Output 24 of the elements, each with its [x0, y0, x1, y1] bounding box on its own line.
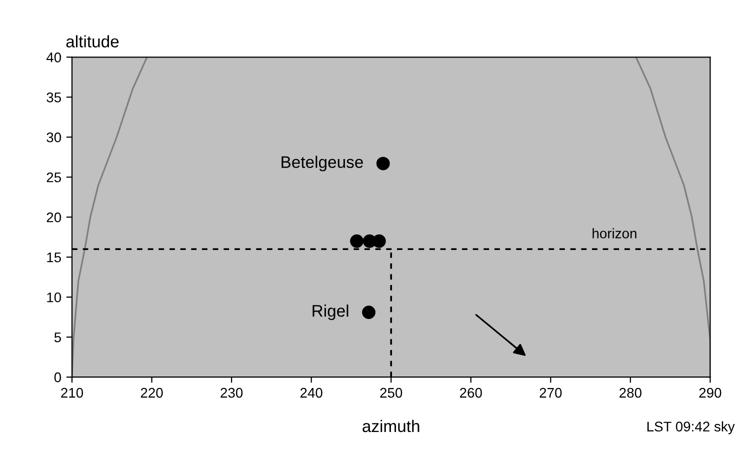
- annotation: Betelgeuse: [282, 156, 363, 172]
- x-tick-label: 230: [220, 388, 243, 398]
- text: LST 09:42 sky: [647, 421, 735, 434]
- ref-line-label: horizon: [592, 228, 636, 238]
- y-tick-label: 30: [46, 132, 62, 142]
- x-tick-label: 240: [300, 388, 322, 398]
- y-tick-label: 5: [54, 332, 61, 342]
- x-tick-label: 250: [380, 388, 402, 398]
- x-tick-label: 270: [540, 388, 562, 398]
- y-tick-label: 35: [46, 92, 61, 102]
- y-tick-label: 0: [54, 372, 62, 382]
- y-axis-title: altitude: [66, 35, 119, 48]
- y-tick-label: 10: [47, 292, 62, 302]
- x-tick-label: 290: [699, 388, 722, 398]
- x-tick-label: 210: [61, 388, 84, 398]
- y-tick-label: 15: [47, 252, 61, 262]
- y-tick-label: 25: [46, 172, 61, 182]
- y-tick-label: 20: [46, 212, 62, 222]
- x-tick-label: 260: [460, 388, 482, 398]
- x-axis-title: azimuth: [362, 420, 420, 432]
- annotation: Rigel: [312, 304, 348, 320]
- x-tick-label: 280: [620, 388, 642, 398]
- x-tick-label: 220: [140, 388, 163, 398]
- y-tick-label: 40: [46, 52, 62, 62]
